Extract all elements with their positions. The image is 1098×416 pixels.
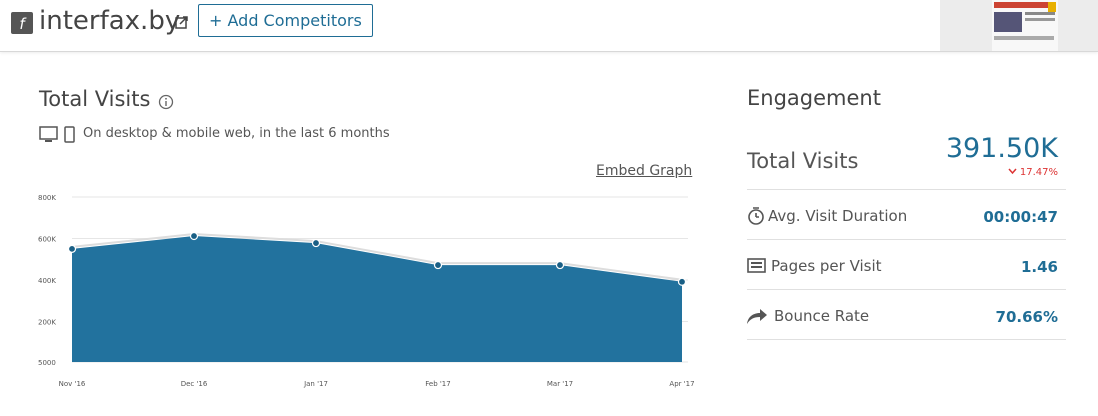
y-tick-label: 800K — [38, 194, 56, 202]
x-tick-label: Dec '16 — [181, 380, 208, 388]
panel-title: Total Visits — [39, 87, 151, 111]
change-value: 17.47% — [1019, 167, 1058, 178]
data-point — [555, 260, 565, 270]
info-icon[interactable] — [158, 94, 174, 110]
data-point — [677, 277, 687, 286]
clock-icon — [748, 207, 764, 225]
y-tick-label: 5000 — [38, 359, 56, 367]
metric-label: Pages per Visit — [771, 257, 882, 275]
data-point — [433, 260, 443, 270]
pages-icon — [747, 258, 766, 273]
metric-value: 00:00:47 — [983, 208, 1058, 226]
down-arrow — [1008, 168, 1017, 175]
x-tick-label: Jan '17 — [303, 380, 328, 388]
metric-label: Bounce Rate — [774, 307, 870, 325]
bounce-icon — [747, 309, 767, 324]
total-visits-label: Total Visits — [747, 149, 859, 173]
y-tick-label: 200K — [38, 319, 56, 327]
x-tick-label: Mar '17 — [547, 380, 573, 388]
data-point — [189, 231, 199, 241]
metric-label: Avg. Visit Duration — [768, 207, 908, 225]
x-tick-label: Nov '16 — [59, 380, 86, 388]
site-icon: f — [11, 12, 33, 34]
chart: 5000 200K 400K 600K 800K Nov '16 Dec '16 Jan '1… — [38, 194, 695, 388]
separator — [747, 289, 1066, 290]
device-icons — [39, 126, 75, 143]
metric-value: 70.66% — [995, 308, 1058, 326]
external-link-icon[interactable] — [175, 16, 188, 29]
total-visits-change: 17.47% — [1008, 167, 1058, 178]
data-point — [67, 244, 77, 253]
separator — [747, 189, 1066, 190]
y-tick-label: 400K — [38, 277, 56, 285]
line-shadow — [71, 233, 683, 281]
add-competitors-button[interactable]: + Add Competitors — [198, 4, 373, 37]
site-thumbnail — [940, 0, 1098, 51]
engagement-title: Engagement — [747, 86, 881, 110]
panel-subtitle: On desktop & mobile web, in the last 6 m… — [83, 126, 390, 141]
site-name[interactable]: interfax.by — [39, 6, 181, 36]
y-tick-label: 600K — [38, 236, 56, 244]
total-visits-value: 391.50K — [945, 133, 1058, 164]
x-tick-label: Feb '17 — [425, 380, 450, 388]
svg-text:f: f — [19, 15, 27, 33]
embed-graph-link[interactable]: Embed Graph — [596, 163, 693, 179]
area-fill — [72, 236, 682, 362]
x-tick-label: Apr '17 — [669, 380, 694, 388]
metric-value: 1.46 — [1020, 258, 1058, 276]
data-point — [311, 238, 321, 248]
separator — [747, 339, 1066, 340]
separator — [747, 239, 1066, 240]
header-bar: f interfax.by + Add Competitors — [0, 0, 1098, 52]
